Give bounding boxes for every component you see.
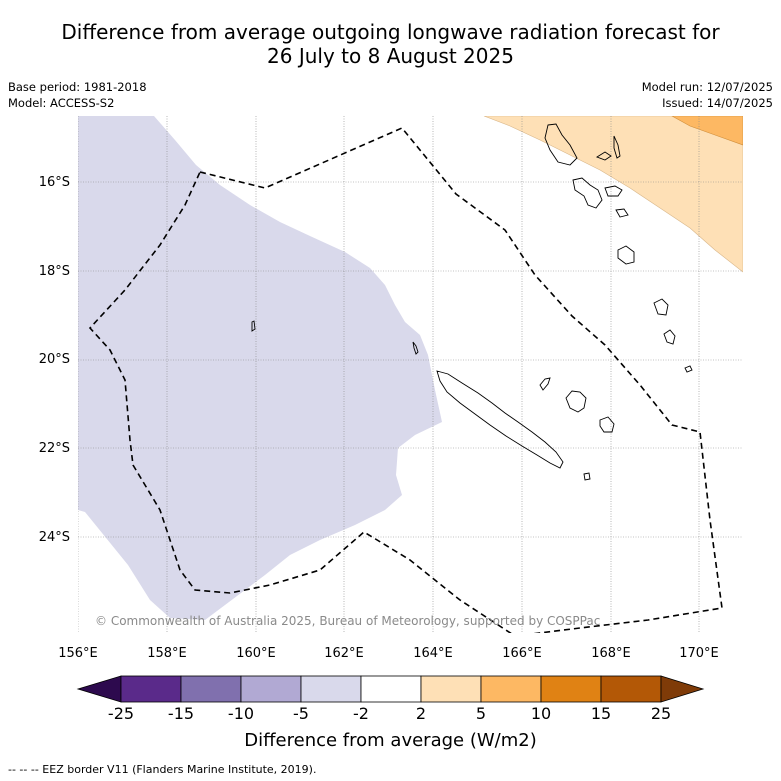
lat-label-20s: 20°S — [38, 352, 70, 367]
island-vanuatu-espiritu-santo — [544, 123, 578, 166]
lon-label-170e: 170°E — [679, 646, 719, 661]
new-caledonia-coast — [436, 370, 564, 469]
colorbar-tick-label: 25 — [650, 704, 672, 723]
colorbar-box — [120, 675, 182, 703]
colorbar-tick-label: 5 — [475, 704, 487, 723]
lat-label-24s: 24°S — [38, 530, 70, 545]
title-line-2: 26 July to 8 August 2025 — [267, 44, 514, 68]
colorbar-tick-label: 2 — [415, 704, 427, 723]
lon-label-164e: 164°E — [413, 646, 453, 661]
island-vanuatu-maewo — [613, 135, 621, 159]
island-vanuatu-efate — [617, 245, 635, 265]
model-name: Model: ACCESS-S2 — [8, 96, 115, 110]
lon-label-168e: 168°E — [591, 646, 631, 661]
colorbar-box — [180, 675, 242, 703]
eez-border — [88, 127, 723, 633]
colorbar-box — [360, 675, 422, 703]
colorbar-box — [480, 675, 542, 703]
island-vanuatu-ambae — [595, 151, 612, 161]
colorbar — [76, 675, 705, 703]
colorbar-box — [540, 675, 602, 703]
colorbar-tick-label: -25 — [107, 704, 135, 723]
base-period: Base period: 1981-2018 — [8, 80, 147, 94]
island-lifou — [565, 390, 587, 413]
lat-label-18s: 18°S — [38, 264, 70, 279]
island-vanuatu-malekula — [572, 177, 603, 209]
eez-legend-note: -- -- -- EEZ border V11 (Flanders Marine… — [8, 763, 317, 776]
issued-date: Issued: 14/07/2025 — [662, 96, 773, 110]
island-vanuatu-epi — [615, 208, 629, 218]
colorbar-tick-label: 10 — [530, 704, 552, 723]
gridlines — [78, 116, 743, 633]
title-line-1: Difference from average outgoing longwav… — [61, 20, 720, 44]
colorbar-box — [240, 675, 302, 703]
colorbar-tick-label: 15 — [590, 704, 612, 723]
island-vanuatu-aneityum — [684, 365, 693, 373]
lon-label-160e: 160°E — [236, 646, 276, 661]
colorbar-tick-label: -2 — [353, 704, 369, 723]
lon-label-156e: 156°E — [58, 646, 98, 661]
colorbar-tick-label: -5 — [293, 704, 309, 723]
model-run: Model run: 12/07/2025 — [641, 80, 773, 94]
colorbar-box — [420, 675, 482, 703]
island-chesterfield — [251, 320, 256, 332]
lat-label-22s: 22°S — [38, 441, 70, 456]
island-ouvea — [539, 377, 551, 391]
island-mare — [599, 416, 615, 433]
colorbar-box — [300, 675, 362, 703]
lon-label-162e: 162°E — [324, 646, 364, 661]
island-vanuatu-pentecost — [604, 185, 623, 197]
lon-label-158e: 158°E — [147, 646, 187, 661]
island-isle-of-pines — [583, 472, 591, 481]
island-vanuatu-tanna — [663, 329, 676, 345]
negative-anomaly-region — [78, 116, 442, 620]
colorbar-tick-label: -10 — [227, 704, 255, 723]
coastlines — [251, 123, 693, 481]
colorbar-box — [600, 675, 662, 703]
copyright-notice: © Commonwealth of Australia 2025, Bureau… — [95, 614, 601, 628]
lat-label-16s: 16°S — [38, 175, 70, 190]
positive-anomaly-region-medium — [671, 116, 743, 146]
colorbar-tick-label: -15 — [167, 704, 195, 723]
map-area — [78, 116, 743, 633]
island-vanuatu-erromango — [653, 298, 669, 316]
colorbar-extend-high — [660, 675, 705, 703]
island-belep — [412, 341, 419, 355]
lon-label-166e: 166°E — [502, 646, 542, 661]
positive-anomaly-region-light — [483, 116, 743, 273]
colorbar-extend-low — [76, 675, 122, 703]
colorbar-title: Difference from average (W/m2) — [244, 730, 537, 751]
